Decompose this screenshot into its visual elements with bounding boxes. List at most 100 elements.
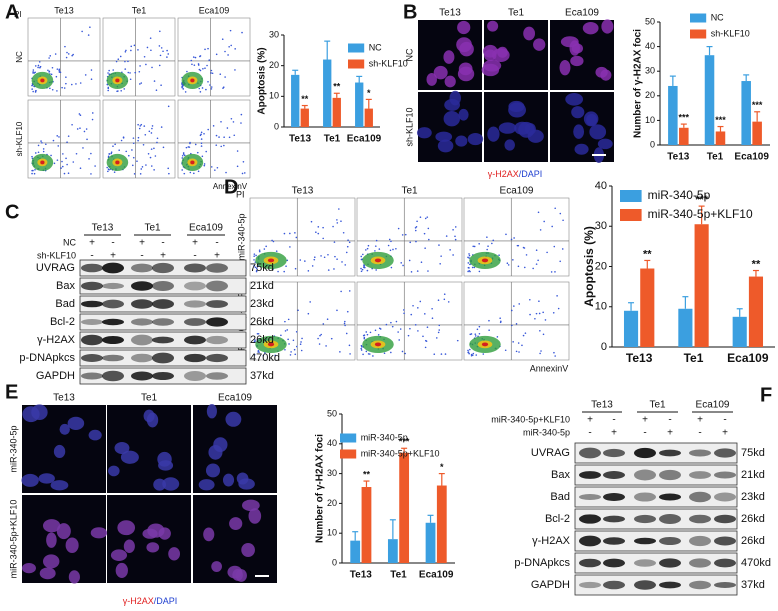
stain-label: γ-H2AX xyxy=(488,169,519,179)
event-dot xyxy=(198,87,201,90)
event-dot xyxy=(34,65,37,67)
event-dot xyxy=(344,264,347,266)
event-dot xyxy=(400,262,403,264)
event-dot xyxy=(488,329,490,332)
event-dot xyxy=(181,157,184,159)
event-dot xyxy=(333,241,336,243)
group-label: Eca109 xyxy=(696,400,730,411)
event-dot xyxy=(196,151,199,154)
band xyxy=(102,299,124,309)
event-dot xyxy=(445,235,448,237)
column-label: Eca109 xyxy=(218,393,252,404)
event-dot xyxy=(336,258,338,260)
bar xyxy=(752,121,762,145)
x-tick-label: Te1 xyxy=(324,134,341,145)
treatment-sign: - xyxy=(140,251,143,262)
event-dot xyxy=(409,327,411,330)
event-dot xyxy=(309,301,311,303)
event-dot xyxy=(402,264,404,267)
event-dot xyxy=(365,249,367,251)
event-dot xyxy=(75,83,77,85)
event-dot xyxy=(42,150,45,153)
treatment-sign: + xyxy=(587,415,593,426)
band xyxy=(634,559,656,567)
event-dot xyxy=(127,60,129,63)
nucleus xyxy=(162,477,180,491)
event-dot xyxy=(200,138,203,140)
bar xyxy=(678,308,693,347)
event-dot xyxy=(440,255,442,257)
nucleus xyxy=(108,465,120,477)
event-dot xyxy=(32,69,35,71)
legend-swatch xyxy=(620,209,642,221)
event-dot xyxy=(113,171,116,173)
event-dot xyxy=(151,125,154,127)
event-dot xyxy=(230,117,233,120)
x-tick-label: Te13 xyxy=(289,134,311,145)
event-dot xyxy=(345,251,348,254)
event-dot xyxy=(336,219,338,221)
event-dot xyxy=(424,217,427,220)
band xyxy=(634,447,656,459)
band xyxy=(206,263,228,273)
event-dot xyxy=(522,334,525,337)
event-dot xyxy=(285,265,287,267)
event-dot xyxy=(59,71,62,74)
event-dot xyxy=(561,248,564,250)
event-dot xyxy=(222,86,225,88)
treatment-sign: + xyxy=(667,428,673,439)
band xyxy=(689,558,711,568)
protein-label: Bax xyxy=(56,280,75,292)
event-dot xyxy=(133,173,136,175)
event-dot xyxy=(205,88,207,91)
event-dot xyxy=(369,353,371,355)
event-core xyxy=(40,160,45,165)
nucleus xyxy=(53,444,66,459)
event-dot xyxy=(334,255,336,258)
bar xyxy=(715,131,726,145)
bar xyxy=(300,108,309,127)
band xyxy=(689,580,711,590)
event-dot xyxy=(438,329,441,331)
band xyxy=(634,537,656,545)
event-dot xyxy=(150,132,153,134)
event-dot xyxy=(70,83,73,86)
band xyxy=(659,493,681,501)
nucleus xyxy=(435,131,453,142)
treatment-sign: - xyxy=(90,251,93,262)
bar xyxy=(350,540,361,563)
bar xyxy=(355,82,364,127)
event-dot xyxy=(510,309,513,312)
size-label: 75kd xyxy=(741,447,765,459)
event-dot xyxy=(438,244,440,246)
y-tick-label: 30 xyxy=(645,66,655,76)
event-dot xyxy=(255,267,258,270)
event-dot xyxy=(107,72,109,74)
event-dot xyxy=(56,159,59,161)
event-dot xyxy=(186,70,188,73)
legend-swatch xyxy=(348,59,365,69)
size-label: 21kd xyxy=(250,280,274,292)
event-dot xyxy=(410,271,413,273)
y-tick-label: 40 xyxy=(645,41,655,51)
event-dot xyxy=(274,354,276,357)
event-dot xyxy=(360,344,363,347)
event-dot xyxy=(280,334,282,337)
event-dot xyxy=(348,290,351,292)
event-dot xyxy=(363,337,366,340)
event-dot xyxy=(254,339,256,341)
event-dot xyxy=(395,320,398,323)
event-dot xyxy=(510,238,513,241)
event-dot xyxy=(58,136,60,138)
band xyxy=(131,281,153,291)
event-dot xyxy=(124,60,126,63)
band xyxy=(689,514,711,524)
event-dot xyxy=(51,66,54,69)
band xyxy=(659,449,681,457)
band xyxy=(579,514,601,524)
event-dot xyxy=(199,134,202,137)
event-dot xyxy=(437,299,440,301)
event-dot xyxy=(226,127,229,129)
event-dot xyxy=(62,153,64,155)
band xyxy=(689,535,711,547)
